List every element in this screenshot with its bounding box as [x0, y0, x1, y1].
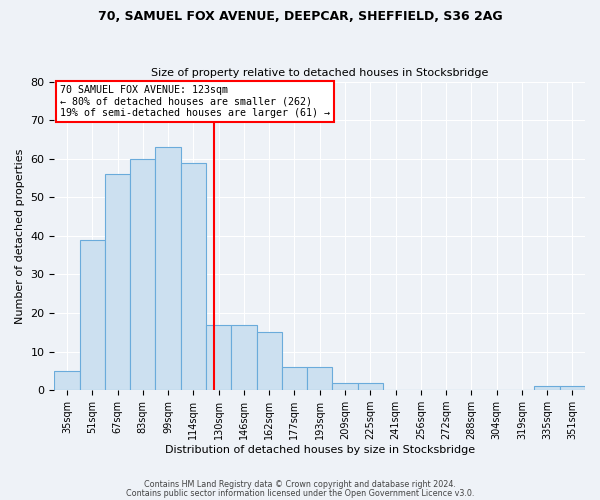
Bar	[105, 174, 130, 390]
Bar	[130, 158, 155, 390]
Bar	[307, 367, 332, 390]
Text: Contains HM Land Registry data © Crown copyright and database right 2024.: Contains HM Land Registry data © Crown c…	[144, 480, 456, 489]
Bar	[282, 367, 307, 390]
Bar	[560, 386, 585, 390]
Bar	[55, 371, 80, 390]
X-axis label: Distribution of detached houses by size in Stocksbridge: Distribution of detached houses by size …	[164, 445, 475, 455]
Bar	[181, 162, 206, 390]
Text: 70, SAMUEL FOX AVENUE, DEEPCAR, SHEFFIELD, S36 2AG: 70, SAMUEL FOX AVENUE, DEEPCAR, SHEFFIEL…	[98, 10, 502, 23]
Bar	[358, 382, 383, 390]
Text: 70 SAMUEL FOX AVENUE: 123sqm
← 80% of detached houses are smaller (262)
19% of s: 70 SAMUEL FOX AVENUE: 123sqm ← 80% of de…	[60, 84, 330, 118]
Bar	[155, 147, 181, 390]
Bar	[535, 386, 560, 390]
Bar	[206, 324, 231, 390]
Y-axis label: Number of detached properties: Number of detached properties	[15, 148, 25, 324]
Bar	[257, 332, 282, 390]
Bar	[231, 324, 257, 390]
Bar	[80, 240, 105, 390]
Text: Contains public sector information licensed under the Open Government Licence v3: Contains public sector information licen…	[126, 490, 474, 498]
Title: Size of property relative to detached houses in Stocksbridge: Size of property relative to detached ho…	[151, 68, 488, 78]
Bar	[332, 382, 358, 390]
